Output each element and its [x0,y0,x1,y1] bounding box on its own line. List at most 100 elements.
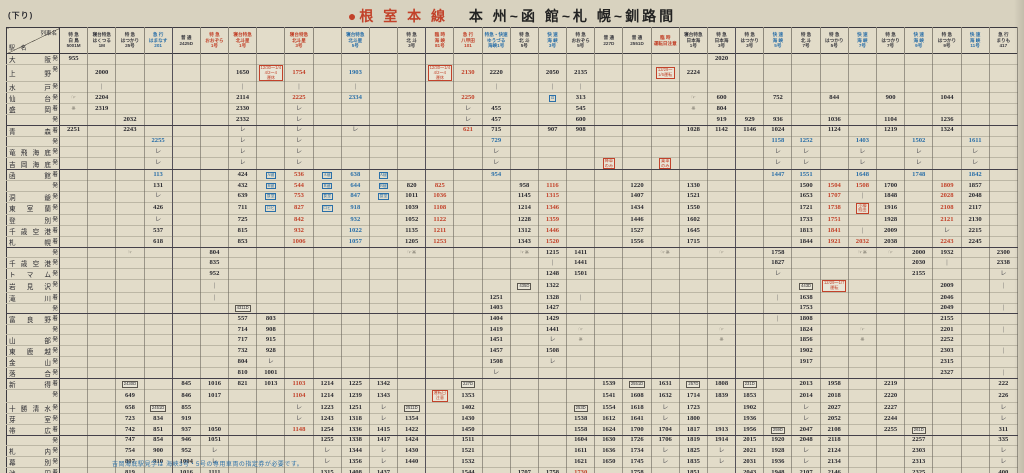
time-cell [989,214,1019,227]
time-cell: 1036 [425,191,455,203]
time-value: 1839 [714,392,729,400]
time-cell [961,292,990,305]
time-cell [876,334,906,347]
time-cell [622,279,652,294]
arr-dep-suffix: 発 [52,282,58,289]
time-cell [622,367,652,380]
time-cell [622,146,652,158]
train-column-header: 急 行まりも 417 [989,27,1019,54]
time-cell: 1402 [453,402,483,415]
time-value: 1501 [574,270,588,278]
time-value: 2130 [968,216,982,224]
station-name-cell: 池 田着 [6,467,60,473]
time-value: 2047 [799,425,813,433]
time-cell [59,356,89,369]
time-cell [622,292,652,305]
time-cell [538,157,568,171]
time-cell [256,445,286,458]
time-cell [144,125,173,137]
time-cell [228,402,258,415]
time-cell [115,103,145,116]
station-row: 発 649 846 1017 1104 1214 1239 1343 運転日 注意 1353 154… [6,389,1019,404]
time-value: 1434 [630,204,644,212]
time-value: 1036 [433,192,447,200]
station-row: 発 714 908 1419 1441 ☞ ☞ 1824 ☞ 2201 | [6,324,1019,336]
time-cell [820,292,849,305]
time-cell: 2338 [989,257,1019,270]
time-value: 1036 [827,115,841,123]
time-cell [87,169,117,182]
time-cell: 1621 [566,456,596,469]
station-row: 仙 台発 ☞ 2204 2114 2225 2334 2250 ⊡ 313 ☞ 600 752 844 9… [6,92,1019,105]
time-cell: 1917 [791,356,821,369]
sales-icon: ☞ [71,95,77,102]
time-value: 827 [294,204,304,212]
station-name: 岩見沢 [9,284,51,292]
time-cell [59,345,89,358]
time-cell: レ [284,146,314,158]
time-cell [453,257,483,270]
time-cell: 2108 [820,424,849,437]
pass-mark: レ [211,459,218,466]
time-cell [538,53,568,65]
station-row: トマム発 952 1248 1501 レ 2155 レ [6,268,1019,281]
pass-mark: レ [324,448,331,455]
time-cell [876,81,906,94]
pass-mark: レ [774,148,781,155]
time-value: 1611 [968,136,982,144]
time-cell [932,424,962,437]
time-cell: 754 [115,445,145,458]
time-cell [228,257,258,270]
time-value: 621 [463,126,473,134]
time-cell: レ [707,456,737,469]
time-cell [735,345,765,358]
station-name-cell: 岩見沢発 [6,279,60,294]
arr-dep-suffix: 発 [52,193,58,200]
time-cell [510,334,539,347]
time-cell: 降車 のみ [594,157,624,171]
time-cell [594,345,624,358]
time-value: 1330 [686,181,700,189]
time-cell: レ [200,445,230,458]
time-value: 1808 [714,380,729,388]
time-value: 1611 [574,447,588,455]
time-cell [341,136,370,147]
time-cell [791,64,821,83]
time-cell: 1554 [594,402,624,415]
time-cell [961,81,990,94]
time-value: 725 [237,216,248,224]
time-cell: 2135 [566,64,596,83]
time-cell [679,367,708,380]
time-value: 1502 [912,136,926,144]
time-cell [622,125,652,137]
time-value: 1124 [827,126,841,134]
station-name-cell: 東室蘭発 [6,202,60,216]
time-cell: 2048 [791,435,821,447]
time-cell: 2315 [932,356,962,369]
time-cell: B寝 [256,180,286,192]
pass-mark: レ [662,415,669,422]
time-cell: 1721 [791,202,821,216]
time-cell: 1902 [735,402,765,415]
time-cell: 1403 [482,303,511,315]
arr-dep-suffix: 着 [52,468,58,473]
time-cell [594,103,624,116]
time-value: 400 [998,469,1009,473]
time-cell [904,236,934,249]
time-value: 2255 [151,136,165,144]
time-cell [172,345,201,358]
time-cell [848,435,877,447]
time-cell [284,467,314,473]
time-cell [59,247,89,259]
time-cell [932,81,962,94]
time-cell: 1920 [763,435,793,447]
time-cell: ☞※ [651,247,680,259]
time-cell [707,214,737,227]
time-cell [425,146,455,158]
time-cell: 1243 [313,413,342,426]
arr-dep-suffix: 発 [52,306,58,313]
time-value: 804 [237,358,248,366]
station-name: 帯 広 [9,428,51,436]
time-value: 955 [68,54,79,62]
time-cell [453,292,483,305]
